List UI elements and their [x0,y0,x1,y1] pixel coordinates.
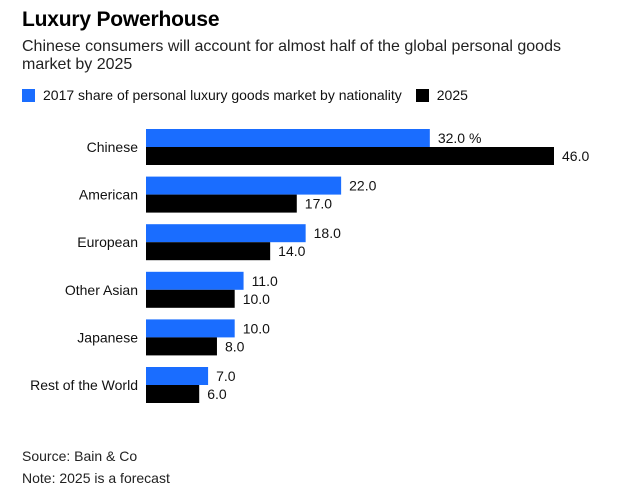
legend-label-2017: 2017 share of personal luxury goods mark… [43,87,402,103]
bar-2017-chinese [146,129,430,147]
legend-swatch-2017 [22,88,35,102]
value-label-2017-chinese: 32.0 % [438,130,482,146]
value-label-2025-other-asian: 10.0 [243,291,270,307]
chart-legend: 2017 share of personal luxury goods mark… [22,87,468,103]
category-label-other-asian: Other Asian [65,282,138,298]
bar-2025-european [146,242,271,261]
legend-swatch-2025 [415,88,429,102]
bar-2025-chinese [146,147,554,165]
category-label-japanese: Japanese [77,329,138,345]
category-label-rest-of-the-world: Rest of the World [30,377,138,393]
value-label-2017-other-asian: 11.0 [252,273,278,289]
value-label-2017-european: 18.0 [314,225,341,241]
bar-2025-japanese [146,337,217,356]
chart-title: Luxury Powerhouse [22,8,220,31]
category-label-american: American [79,187,138,203]
value-label-2025-japanese: 8.0 [225,338,245,354]
bar-2017-european [146,224,306,243]
source-note: Source: Bain & Co [22,448,138,464]
category-label-european: European [77,234,138,250]
value-label-2025-rest-of-the-world: 6.0 [207,386,227,402]
bar-2017-other-asian [146,271,244,290]
legend-label-2025: 2025 [436,87,468,103]
value-label-2025-american: 17.0 [305,196,332,212]
forecast-note: Note: 2025 is a forecast [22,470,170,486]
value-label-2017-japanese: 10.0 [243,320,270,336]
legend-item-2025: 2025 [415,87,468,103]
bar-group: Chinese 32.0 % 46.0 American 22.0 17.0 Europea… [30,129,589,403]
value-label-2025-european: 14.0 [278,243,305,259]
bar-2017-rest-of-the-world [146,367,209,385]
chart-subtitle: Chinese consumers will account for almos… [22,38,561,73]
bar-2017-japanese [146,319,235,338]
bar-2025-rest-of-the-world [146,385,200,403]
bar-2017-american [146,176,342,195]
value-label-2017-american: 22.0 [349,178,376,194]
value-label-2017-rest-of-the-world: 7.0 [216,368,236,384]
value-label-2025-chinese: 46.0 [562,148,589,164]
category-label-chinese: Chinese [87,139,139,155]
bar-2025-american [146,194,297,213]
bar-2025-other-asian [146,289,235,308]
legend-item-2017: 2017 share of personal luxury goods mark… [22,87,402,103]
